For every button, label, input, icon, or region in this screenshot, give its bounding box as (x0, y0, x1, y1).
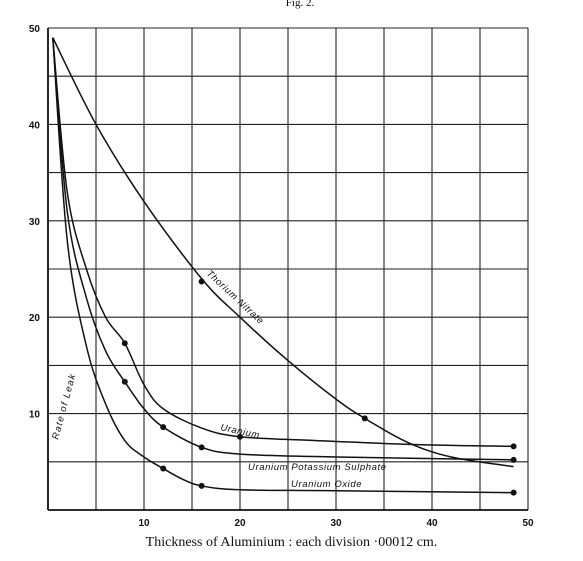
label-uranium-oxide: Uranium Oxide (291, 479, 362, 490)
data-point-uranium-potassium-sulphate (160, 424, 167, 431)
x-tick-label: 30 (330, 518, 342, 529)
chart-markers (121, 278, 517, 496)
y-tick-label: 20 (29, 313, 41, 324)
y-tick-label: 30 (29, 217, 41, 228)
chart-axes (47, 28, 528, 511)
figure-number: Fig. 2. (286, 0, 315, 9)
x-axis-label: Thickness of Aluminium : each division ·… (145, 535, 438, 550)
y-tick-labels: 10 20 30 40 50 (29, 24, 41, 421)
data-point-uranium-potassium-sulphate (198, 444, 205, 451)
x-tick-label: 40 (426, 518, 438, 529)
series-line-uranium (52, 37, 514, 448)
series-line-uranium-potassium-sulphate (52, 37, 514, 461)
data-point-uranium-potassium-sulphate (510, 456, 517, 463)
data-point-uranium-potassium-sulphate (121, 378, 128, 385)
x-tick-label: 20 (234, 518, 246, 529)
series-line-uranium-oxide (52, 37, 514, 494)
y-axis-label: Rate of Leak (50, 372, 78, 441)
chart-grid (47, 27, 529, 511)
y-tick-label: 40 (29, 120, 41, 131)
data-point-uranium (121, 340, 128, 347)
x-tick-label: 10 (138, 518, 150, 529)
data-point-uranium-oxide (510, 489, 517, 496)
label-thorium-nitrate: Thorium Nitrate (204, 268, 266, 327)
chart-series (52, 37, 514, 494)
data-point-uranium-oxide (160, 465, 167, 472)
data-point-uranium (510, 443, 517, 450)
label-uranium-potassium-sulphate: Uranium Potassium Sulphate (248, 462, 387, 473)
x-tick-label: 50 (522, 518, 534, 529)
x-tick-labels: 10 20 30 40 50 (138, 518, 534, 529)
data-point-thorium-nitrate (361, 415, 368, 422)
data-point-thorium-nitrate (198, 278, 205, 285)
data-point-uranium-oxide (198, 482, 205, 489)
y-tick-label: 10 (29, 410, 41, 421)
series-line-thorium-nitrate (52, 37, 514, 468)
y-tick-label: 50 (29, 24, 41, 35)
data-point-uranium (237, 433, 243, 440)
